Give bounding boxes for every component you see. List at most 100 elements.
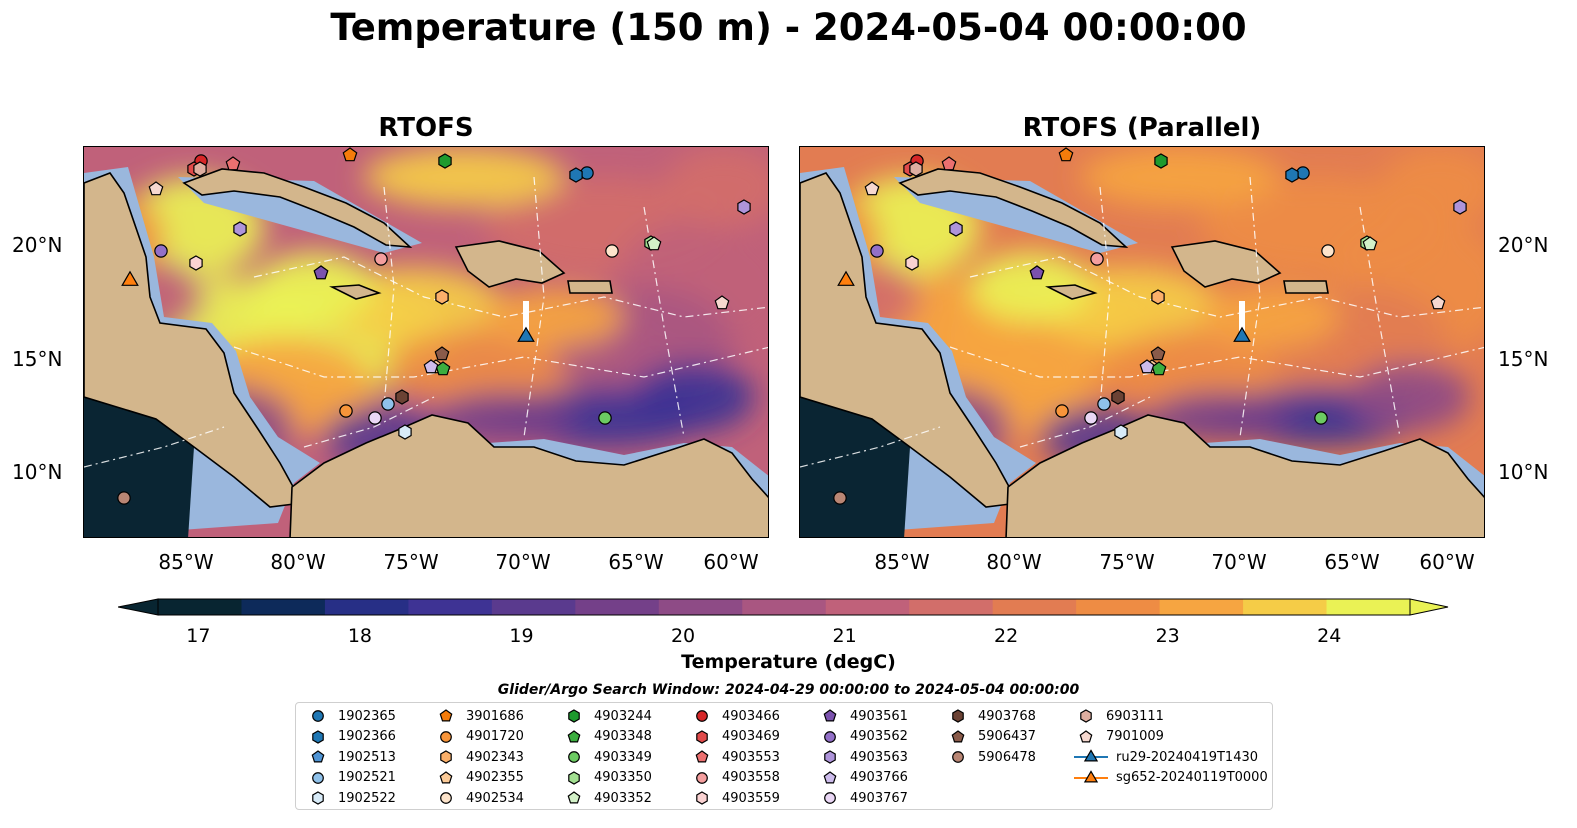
figure-title: Temperature (150 m) - 2024-05-04 00:00:0…	[330, 6, 1247, 49]
colorbar-segment	[491, 599, 576, 615]
legend-item: 1902521	[306, 769, 396, 787]
float-marker	[1111, 389, 1125, 405]
float-marker	[1362, 236, 1378, 251]
legend-marker-icon	[696, 791, 708, 805]
glider-marker-sg652	[837, 270, 855, 286]
circle-icon	[696, 710, 708, 722]
float-marker	[1114, 424, 1128, 440]
legend-label: 4903767	[850, 790, 908, 806]
legend-item: 4902534	[434, 789, 524, 807]
legend-label: 4903553	[722, 749, 780, 765]
legend-label: 4903469	[722, 729, 780, 744]
colorbar-segment	[1243, 599, 1328, 615]
search-window-label: Glider/Argo Search Window: 2024-04-29 00…	[497, 682, 1080, 698]
legend-item: 4903768	[946, 707, 1036, 725]
legend-label: sg652-20240119T0000	[1116, 770, 1268, 785]
hexagon-icon	[568, 770, 580, 785]
legend-item: 4903349	[562, 748, 652, 766]
legend-item: 4903561	[818, 707, 908, 725]
lat-label-10n-left: 10°N	[12, 460, 63, 484]
map-rtofs-parallel[interactable]	[799, 146, 1485, 538]
float-marker	[374, 252, 388, 266]
float-marker	[1139, 359, 1155, 374]
legend-item: sg652-20240119T0000	[1074, 769, 1268, 787]
colorbar-segment	[575, 599, 660, 615]
legend-item: 4902355	[434, 769, 524, 787]
legend-label: 7901009	[1106, 729, 1164, 744]
legend-label: 4902343	[466, 749, 524, 765]
legend-label: 5906437	[978, 729, 1036, 744]
legend-marker-icon	[311, 750, 325, 763]
land-mass	[289, 414, 768, 537]
legend-label: 1902513	[338, 749, 396, 765]
legend-marker-icon	[312, 791, 324, 805]
legend-marker-icon	[567, 791, 581, 804]
legend-marker-icon	[1074, 749, 1108, 762]
legend-label: 4903558	[722, 770, 780, 785]
float-marker	[193, 161, 207, 177]
legend-label: 4902534	[466, 790, 524, 806]
lon-label: 75°W	[383, 550, 439, 574]
glider-marker-ru29	[517, 326, 535, 342]
land-mass	[898, 168, 1129, 248]
circle-icon	[824, 730, 836, 743]
float-marker	[154, 244, 168, 258]
legend-label: 3901686	[466, 708, 524, 724]
float-marker	[225, 156, 241, 171]
eez-boundary	[303, 396, 435, 448]
pacific-area	[800, 397, 910, 537]
legend-item: 4903562	[818, 728, 908, 746]
legend-marker-icon	[567, 729, 581, 742]
land-mass	[800, 172, 1020, 508]
lon-label: 65°W	[608, 550, 664, 574]
hexagon-icon	[568, 709, 580, 723]
legend-item: 4902343	[434, 748, 524, 766]
land-mass	[454, 240, 566, 288]
pentagon-icon	[567, 791, 581, 804]
legend-marker-icon	[312, 710, 324, 722]
legend-label: 4903766	[850, 770, 908, 785]
float-marker	[117, 491, 131, 505]
legend-item: 1902366	[306, 728, 396, 746]
legend-marker-icon	[695, 750, 709, 763]
float-marker	[339, 404, 353, 418]
legend-label: 4903244	[594, 708, 652, 724]
eez-boundary	[1019, 396, 1151, 448]
legend-item: 4901720	[434, 728, 524, 746]
legend-label: 1902522	[338, 790, 396, 806]
float-marker	[909, 161, 923, 177]
eez-boundary	[969, 256, 1484, 318]
colorbar-segment	[1326, 599, 1411, 615]
float-marker	[398, 424, 412, 440]
legend-label: 4903768	[978, 708, 1036, 724]
legend-label: ru29-20240419T1430	[1116, 749, 1259, 765]
circle-icon	[696, 771, 708, 784]
colorbar-tick-label: 21	[832, 625, 857, 647]
legend-label: 1902366	[338, 729, 396, 744]
legend-marker-icon	[1079, 729, 1093, 742]
colorbar-tick-label: 19	[509, 625, 534, 647]
circle-icon	[312, 710, 324, 722]
land-mass	[84, 172, 304, 508]
float-marker	[435, 289, 449, 305]
pentagon-icon	[695, 750, 709, 763]
colorbar-tick-label: 22	[994, 625, 1019, 647]
pentagon-icon	[1079, 729, 1093, 742]
eez-boundary	[253, 256, 768, 318]
hexagon-icon	[824, 750, 836, 764]
colorbar-min-extend	[118, 598, 159, 616]
float-marker	[434, 346, 450, 361]
hexagon-icon	[312, 729, 324, 744]
pentagon-icon	[439, 709, 453, 722]
float-marker	[949, 221, 963, 237]
float-marker	[233, 221, 247, 237]
colorbar-max-extend	[1409, 598, 1449, 616]
land-mass	[1283, 280, 1329, 294]
legend-marker-icon	[312, 729, 324, 744]
legend-label: 4901720	[466, 729, 524, 744]
colorbar-segment	[992, 599, 1077, 615]
colorbar-segment	[658, 599, 743, 615]
map-rtofs[interactable]	[83, 146, 769, 538]
land-mass	[1045, 284, 1098, 300]
legend-marker-icon	[1074, 769, 1108, 782]
